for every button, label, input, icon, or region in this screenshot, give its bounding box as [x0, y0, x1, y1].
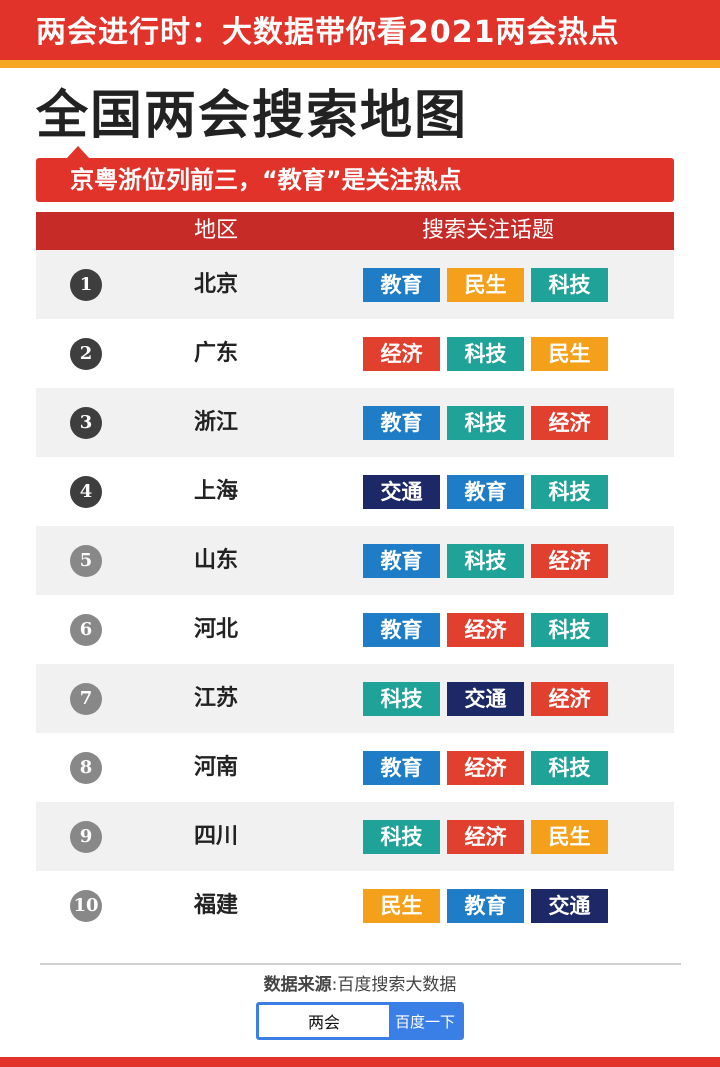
- table-row: 4 上海 交通 教育 科技: [36, 457, 674, 526]
- ranking-table: 地区 搜索关注话题 1 北京 教育 民生 科技 2 广东 经济 科技 民生 3 浙江 教育 科技 经济 4 上海…: [36, 212, 674, 940]
- topic-tag: 经济: [531, 682, 608, 716]
- topic-tags: 交通 教育 科技: [363, 475, 608, 509]
- topic-tag: 民生: [531, 820, 608, 854]
- rank-badge: 10: [70, 890, 102, 922]
- region-name: 浙江: [193, 410, 238, 435]
- search-input[interactable]: [259, 1005, 389, 1037]
- banner-accent-bar: [0, 60, 720, 68]
- bottom-bar: [0, 1057, 720, 1067]
- header-region: 地区: [193, 218, 238, 243]
- table-row: 8 河南 教育 经济 科技: [36, 733, 674, 802]
- table-row: 7 江苏 科技 交通 经济: [36, 664, 674, 733]
- topic-tag: 经济: [363, 337, 440, 371]
- table-row: 6 河北 教育 经济 科技: [36, 595, 674, 664]
- topic-tag: 教育: [447, 889, 524, 923]
- rank-badge: 1: [70, 269, 102, 301]
- topic-tag: 科技: [363, 682, 440, 716]
- topic-tag: 科技: [447, 544, 524, 578]
- table-body: 1 北京 教育 民生 科技 2 广东 经济 科技 民生 3 浙江 教育 科技 经济 4 上海 交通 教育 科技 5 山东教…: [36, 250, 674, 940]
- topic-tag: 教育: [363, 268, 440, 302]
- subtitle-pointer: [66, 146, 90, 159]
- region-name: 河北: [193, 617, 238, 642]
- region-name: 上海: [193, 479, 238, 504]
- header-topics: 搜索关注话题: [421, 218, 554, 243]
- region-name: 福建: [193, 893, 238, 918]
- top-banner: 两会进行时：大数据带你看2021两会热点: [0, 0, 720, 66]
- topic-tag: 教育: [447, 475, 524, 509]
- region-name: 北京: [193, 272, 238, 297]
- search-box: 百度一下: [256, 1002, 464, 1040]
- table-header: 地区 搜索关注话题: [36, 212, 674, 250]
- topic-tag: 科技: [447, 337, 524, 371]
- search-button[interactable]: 百度一下: [389, 1005, 461, 1037]
- topic-tag: 教育: [363, 544, 440, 578]
- topic-tag: 交通: [531, 889, 608, 923]
- topic-tag: 科技: [363, 820, 440, 854]
- table-row: 2 广东 经济 科技 民生: [36, 319, 674, 388]
- banner-title: 两会进行时：大数据带你看2021两会热点: [36, 15, 620, 50]
- rank-badge: 7: [70, 683, 102, 715]
- subtitle: 京粤浙位列前三，“教育”是关注热点: [36, 158, 674, 202]
- region-name: 四川: [193, 824, 238, 849]
- topic-tag: 经济: [447, 820, 524, 854]
- topic-tag: 科技: [531, 613, 608, 647]
- topic-tag: 科技: [531, 268, 608, 302]
- topic-tags: 教育 民生 科技: [363, 268, 608, 302]
- source-label: 数据来源: [263, 975, 332, 995]
- topic-tag: 经济: [447, 751, 524, 785]
- topic-tags: 教育 经济 科技: [363, 613, 608, 647]
- topic-tag: 科技: [531, 751, 608, 785]
- topic-tag: 民生: [363, 889, 440, 923]
- rank-badge: 4: [70, 476, 102, 508]
- footer-divider: [40, 963, 681, 965]
- topic-tag: 经济: [531, 406, 608, 440]
- rank-badge: 8: [70, 752, 102, 784]
- topic-tag: 教育: [363, 751, 440, 785]
- region-name: 河南: [193, 755, 238, 780]
- rank-badge: 5: [70, 545, 102, 577]
- table-row: 9 四川 科技 经济 民生: [36, 802, 674, 871]
- topic-tag: 交通: [363, 475, 440, 509]
- topic-tags: 民生 教育 交通: [363, 889, 608, 923]
- source-colon: :: [331, 975, 338, 995]
- topic-tag: 民生: [447, 268, 524, 302]
- rank-badge: 3: [70, 407, 102, 439]
- source-value: 百度搜索大数据: [337, 975, 457, 995]
- topic-tag: 科技: [531, 475, 608, 509]
- topic-tags: 经济 科技 民生: [363, 337, 608, 371]
- region-name: 江苏: [193, 686, 238, 711]
- rank-badge: 2: [70, 338, 102, 370]
- region-name: 广东: [193, 341, 238, 366]
- table-row: 10 福建 民生 教育 交通: [36, 871, 674, 940]
- topic-tags: 科技 经济 民生: [363, 820, 608, 854]
- source-note: 数据来源:百度搜索大数据: [0, 972, 720, 998]
- region-name: 山东: [193, 548, 238, 573]
- table-row: 1 北京 教育 民生 科技: [36, 250, 674, 319]
- topic-tag: 经济: [447, 613, 524, 647]
- topic-tags: 教育 经济 科技: [363, 751, 608, 785]
- topic-tags: 教育 科技 经济: [363, 544, 608, 578]
- table-row: 3 浙江 教育 科技 经济: [36, 388, 674, 457]
- topic-tags: 科技 交通 经济: [363, 682, 608, 716]
- topic-tag: 民生: [531, 337, 608, 371]
- topic-tag: 教育: [363, 406, 440, 440]
- page-title: 全国两会搜索地图: [36, 86, 469, 146]
- topic-tag: 交通: [447, 682, 524, 716]
- topic-tags: 教育 科技 经济: [363, 406, 608, 440]
- topic-tag: 经济: [531, 544, 608, 578]
- topic-tag: 科技: [447, 406, 524, 440]
- rank-badge: 9: [70, 821, 102, 853]
- rank-badge: 6: [70, 614, 102, 646]
- topic-tag: 教育: [363, 613, 440, 647]
- table-row: 5 山东 教育 科技 经济: [36, 526, 674, 595]
- subtitle-box: 京粤浙位列前三，“教育”是关注热点: [36, 146, 674, 202]
